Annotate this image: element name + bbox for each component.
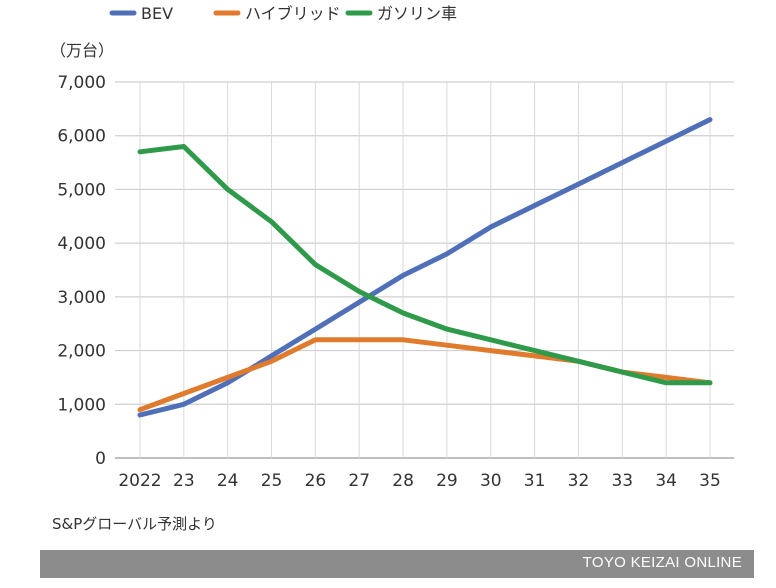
x-tick-label: 30 (480, 471, 502, 491)
source-note: S&Pグローバル予測より (52, 515, 217, 533)
series-line-3 (137, 144, 713, 386)
x-tick-label: 27 (348, 471, 370, 491)
y-tick-label: 5,000 (57, 180, 106, 200)
legend-label: BEV (141, 4, 173, 23)
x-tick-label: 32 (568, 471, 590, 491)
x-tick-label: 25 (261, 471, 283, 491)
footer-bar: TOYO KEIZAI ONLINE (40, 550, 754, 578)
y-tick-label: 0 (95, 449, 106, 469)
x-tick-label: 34 (655, 471, 677, 491)
x-tick-label: 29 (436, 471, 458, 491)
footer-brand: TOYO KEIZAI ONLINE (582, 554, 742, 571)
y-tick-label: 1,000 (57, 395, 106, 415)
y-tick-label: 7,000 (57, 73, 106, 93)
y-tick-label: 4,000 (57, 234, 106, 254)
legend: BEV ハイブリッド ガソリン車 (109, 4, 457, 23)
y-tick-label: 2,000 (57, 342, 106, 362)
x-tick-label: 2022 (118, 471, 161, 491)
gridlines (115, 81, 734, 459)
x-tick-label: 35 (699, 471, 721, 491)
y-tick-label: 3,000 (57, 288, 106, 308)
legend-label: ガソリン車 (377, 4, 457, 23)
x-tick-label: 26 (305, 471, 327, 491)
y-tick-label: 6,000 (57, 127, 106, 147)
x-tick-label: 33 (611, 471, 633, 491)
y-axis-unit: （万台） (50, 41, 114, 60)
x-tick-label: 28 (392, 471, 414, 491)
y-tick-labels: 0 1,000 2,000 3,000 4,000 5,000 6,000 7,000 (57, 73, 106, 469)
series-line-1 (137, 117, 713, 418)
x-tick-label: 31 (524, 471, 546, 491)
x-tick-label: 24 (217, 471, 239, 491)
x-tick-labels: 2022 23 24 25 26 27 28 29 30 31 32 33 34 35 (118, 471, 720, 491)
series-lines (137, 117, 713, 418)
x-tick-label: 23 (173, 471, 195, 491)
legend-label: ハイブリッド (245, 4, 341, 23)
